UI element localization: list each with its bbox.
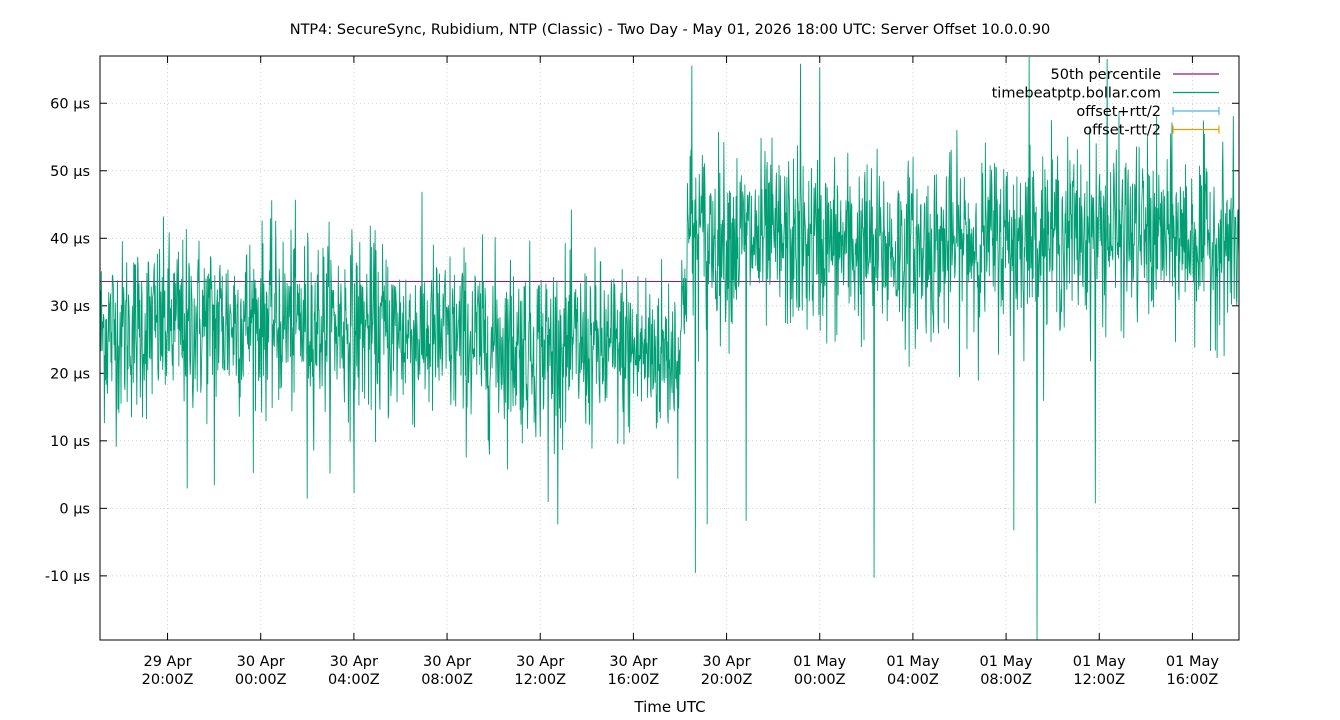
y-tick-label: 50 µs	[50, 164, 90, 180]
x-tick-label-time: 16:00Z	[1167, 672, 1219, 688]
x-tick-label-time: 20:00Z	[142, 672, 194, 688]
chart-title: NTP4: SecureSync, Rubidium, NTP (Classic…	[290, 22, 1051, 38]
x-tick-label-date: 01 May	[980, 654, 1033, 670]
x-axis-label: Time UTC	[633, 698, 705, 716]
y-tick-label: -10 µs	[45, 569, 90, 585]
x-tick-label-time: 04:00Z	[328, 672, 380, 688]
x-axis: 29 Apr 20:00Z 30 Apr 00:00Z 30 Apr 04:00Z 30 A…	[142, 56, 1219, 688]
x-tick-label-date: 01 May	[1073, 654, 1126, 670]
x-tick-label-date: 30 Apr	[423, 654, 471, 670]
x-tick-label-date: 29 Apr	[143, 654, 191, 670]
x-tick-label-date: 01 May	[1166, 654, 1219, 670]
x-tick-label-time: 16:00Z	[608, 672, 660, 688]
legend-label: offset-rtt/2	[1083, 123, 1161, 139]
x-tick-label-date: 30 Apr	[516, 654, 564, 670]
x-tick-label-date: 30 Apr	[609, 654, 657, 670]
plot-frame	[99, 55, 1240, 641]
x-tick-label-date: 01 May	[886, 654, 939, 670]
x-tick-label-time: 08:00Z	[421, 672, 473, 688]
series-line-timebeat	[99, 56, 1240, 641]
y-tick-label: 20 µs	[50, 366, 90, 382]
plot-area	[99, 56, 1240, 641]
legend-label: offset+rtt/2	[1076, 104, 1161, 120]
legend-label: timebeatptp.bollar.com	[992, 86, 1161, 102]
y-axis: -10 µs 0 µs 10 µs 20 µs 30 µs 40 µs 50 µs 60 µs	[45, 96, 1239, 585]
x-tick-label-time: 00:00Z	[794, 672, 846, 688]
grid-lines	[100, 56, 1239, 640]
y-tick-label: 30 µs	[50, 299, 90, 315]
legend-label: 50th percentile	[1051, 67, 1162, 83]
x-tick-label-time: 08:00Z	[980, 672, 1032, 688]
x-tick-label-time: 04:00Z	[887, 672, 939, 688]
x-tick-label-date: 30 Apr	[702, 654, 750, 670]
x-tick-label-date: 01 May	[793, 654, 846, 670]
x-tick-label-time: 00:00Z	[235, 672, 287, 688]
y-tick-label: 10 µs	[50, 434, 90, 450]
x-tick-label-time: 12:00Z	[514, 672, 566, 688]
y-tick-label: 0 µs	[59, 501, 90, 517]
x-tick-label-time: 20:00Z	[701, 672, 753, 688]
x-tick-label-time: 12:00Z	[1073, 672, 1125, 688]
x-tick-label-date: 30 Apr	[330, 654, 378, 670]
y-tick-label: 40 µs	[50, 231, 90, 247]
legend: 50th percentile timebeatptp.bollar.com off…	[992, 67, 1220, 139]
x-tick-label-date: 30 Apr	[237, 654, 285, 670]
y-tick-label: 60 µs	[50, 96, 90, 112]
